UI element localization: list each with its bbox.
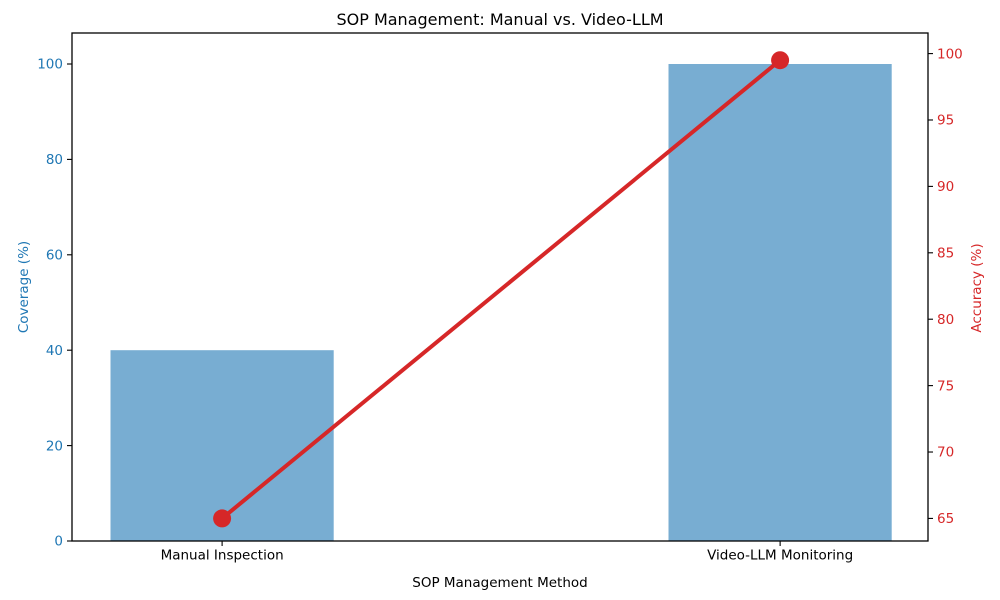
x-tick-label: Manual Inspection [161,548,284,564]
accuracy-marker-0 [213,509,232,528]
chart-title: SOP Management: Manual vs. Video-LLM [336,10,664,29]
x-tick-label: Video-LLM Monitoring [707,548,853,564]
left-tick-label: 20 [46,438,63,454]
left-tick-label: 100 [37,57,63,73]
right-tick-label: 65 [937,511,954,527]
left-tick-label: 40 [46,343,63,359]
x-axis-title: SOP Management Method [412,575,588,591]
plot-border [71,32,929,542]
right-tick-label: 80 [937,312,954,328]
right-tick-label: 85 [937,246,954,262]
right-tick-label: 95 [937,113,954,129]
left-tick-label: 0 [54,534,63,550]
bar-1 [668,64,892,541]
accuracy-line [220,58,782,520]
left-tick-label: 80 [46,152,63,168]
right-tick-label: 90 [937,179,954,195]
bar-0 [110,350,334,541]
right-tick-label: 70 [937,445,954,461]
right-tick-label: 75 [937,378,954,394]
accuracy-marker-1 [771,51,790,70]
right-tick-label: 100 [937,46,963,62]
left-tick-label: 60 [46,248,63,264]
